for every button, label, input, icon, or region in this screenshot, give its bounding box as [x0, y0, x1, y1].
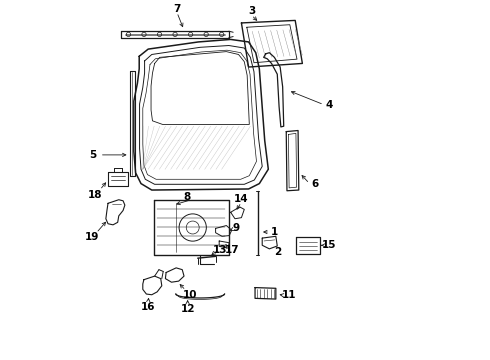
Text: 2: 2 — [273, 247, 281, 257]
Text: 7: 7 — [173, 4, 180, 14]
Text: 11: 11 — [281, 291, 296, 301]
Text: 19: 19 — [84, 232, 98, 242]
Text: 18: 18 — [88, 190, 102, 200]
Text: 10: 10 — [183, 290, 198, 300]
Text: 12: 12 — [180, 304, 195, 314]
Text: 17: 17 — [225, 245, 240, 255]
Text: 16: 16 — [141, 302, 155, 312]
Text: 5: 5 — [89, 150, 96, 160]
Text: 9: 9 — [232, 224, 240, 233]
Text: 1: 1 — [271, 227, 278, 237]
Text: 15: 15 — [322, 240, 337, 250]
Text: 4: 4 — [325, 100, 333, 110]
Text: 14: 14 — [234, 194, 249, 204]
Text: 13: 13 — [213, 245, 227, 255]
Text: 3: 3 — [248, 6, 255, 17]
Text: 8: 8 — [183, 192, 191, 202]
Text: 6: 6 — [311, 179, 318, 189]
